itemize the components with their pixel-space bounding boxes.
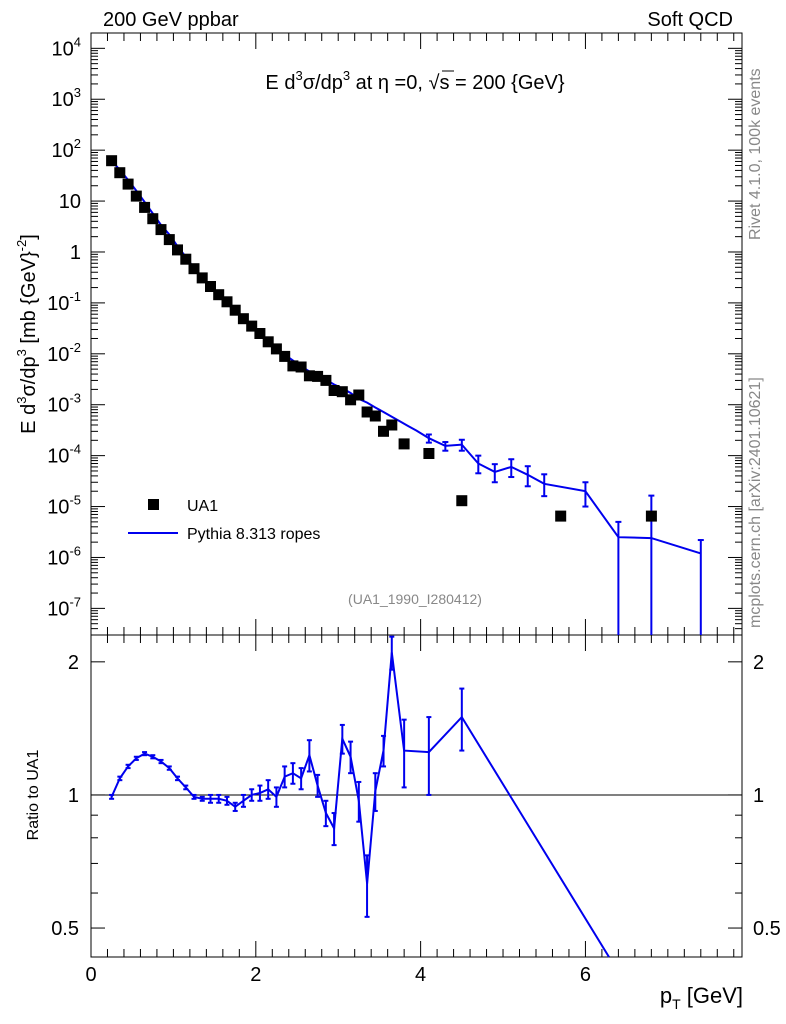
ua1-data-point	[172, 244, 183, 256]
mc-error-bars	[425, 433, 704, 635]
ratio-series-line	[110, 652, 610, 958]
ua1-data-point	[221, 296, 233, 308]
ua1-data-point	[122, 178, 134, 190]
analysis-id-label: (UA1_1990_I280412)	[348, 591, 482, 607]
ratio-axis-ticks	[90, 635, 742, 957]
ua1-data-point	[196, 272, 208, 284]
ua1-data-point	[213, 289, 225, 301]
ua1-data-point	[345, 394, 357, 406]
ua1-data-point	[423, 448, 435, 459]
ratio-plot-frame	[90, 634, 743, 958]
header-right: Soft QCD	[647, 9, 733, 31]
ratio-y-tick-label-right: 2	[753, 652, 764, 674]
ua1-data-point	[106, 155, 118, 167]
x-tick-label: 2	[250, 964, 261, 986]
ua1-data-point	[361, 406, 373, 418]
legend-ua1-label: UA1	[187, 498, 218, 515]
y-tick-label: 10-4	[47, 442, 81, 468]
ua1-data-point	[155, 224, 167, 236]
main-y-axis-label: E d3σ/dp3 [mb {GeV}-2]	[14, 234, 40, 434]
x-tick-labels: 0 2 4 6	[85, 964, 591, 986]
ratio-y-tick-label-right: 1	[753, 785, 764, 807]
ratio-y-tick-label-right: 0.5	[753, 918, 781, 940]
y-tick-label: 10-2	[47, 340, 81, 366]
ua1-data-point	[287, 360, 299, 372]
ua1-data-point	[555, 510, 567, 522]
ua1-data-point	[279, 350, 291, 362]
x-tick-label: 6	[580, 964, 591, 986]
y-tick-label: 102	[52, 136, 81, 162]
ratio-y-tick-label: 1	[68, 785, 79, 807]
legend-mc-label: Pythia 8.313 ropes	[187, 526, 320, 543]
y-tick-label: 1	[70, 242, 81, 264]
mc-series-line	[110, 160, 702, 555]
ua1-data-point	[353, 389, 365, 401]
ua1-data-point	[139, 201, 151, 213]
ua1-data-point	[336, 386, 348, 398]
y-tick-label: 104	[52, 34, 81, 60]
ua1-data-point	[295, 361, 307, 373]
x-tick-label: 4	[415, 964, 426, 986]
ua1-data-point	[114, 167, 126, 179]
ua1-data-point	[270, 343, 282, 355]
ua1-data-point	[645, 510, 657, 522]
ratio-y-axis-label: Ratio to UA1	[25, 750, 42, 841]
ratio-y-tick-labels: 2 2 1 1 0.5 0.5	[51, 652, 781, 940]
y-tick-label: 103	[52, 85, 81, 111]
ua1-data-point	[398, 438, 410, 450]
ua1-data-point	[147, 213, 159, 225]
y-tick-label: 10-7	[47, 594, 81, 620]
ua1-data-point	[188, 263, 200, 275]
ua1-data-point	[328, 385, 340, 396]
main-plot-frame	[90, 32, 743, 636]
ua1-data-point	[320, 374, 332, 386]
ua1-data-point	[369, 410, 381, 422]
ua1-data-point	[378, 425, 389, 437]
ua1-data-point	[254, 328, 266, 339]
x-axis-label: pT [GeV]	[660, 983, 743, 1012]
ua1-data-points	[106, 155, 657, 522]
ua1-data-point	[205, 281, 216, 292]
ua1-data-point	[262, 336, 274, 348]
y-tick-label: 10-6	[47, 543, 81, 569]
ua1-data-point	[303, 370, 315, 382]
y-tick-label: 10-5	[47, 493, 81, 519]
header-left: 200 GeV ppbar	[103, 9, 239, 31]
y-tick-label: 10-3	[47, 391, 81, 417]
y-tick-label: 10	[59, 191, 81, 213]
ratio-y-tick-label: 0.5	[51, 918, 79, 940]
plot-title: E d3σ/dp3 at η =0, √s = 200 {GeV}	[265, 68, 564, 94]
ua1-data-point	[180, 253, 192, 265]
ua1-data-point	[456, 495, 468, 507]
x-tick-label: 0	[85, 964, 96, 986]
ua1-data-point	[312, 370, 324, 382]
y-tick-label: 10-1	[47, 289, 81, 315]
ua1-data-point	[163, 234, 175, 246]
ua1-data-point	[246, 320, 258, 332]
ratio-y-tick-label: 2	[68, 652, 79, 674]
ua1-data-point	[386, 419, 398, 431]
main-axis-ticks	[90, 32, 742, 636]
legend-ua1-marker	[148, 499, 159, 510]
rivet-version-label: Rivet 4.1.0, 100k events	[747, 68, 764, 240]
ua1-data-point	[237, 313, 249, 325]
ua1-data-point	[130, 190, 142, 202]
ua1-data-point	[229, 304, 241, 316]
mcplots-source-label: mcplots.cern.ch [arXiv:2401.10621]	[747, 377, 764, 628]
